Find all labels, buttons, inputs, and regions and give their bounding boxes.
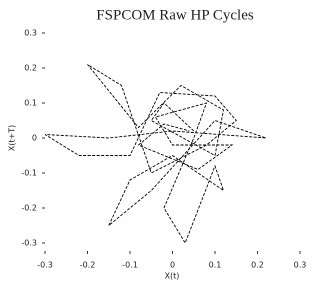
y-tick-label: 0.3: [24, 29, 37, 38]
chart-title: FSPCOM Raw HP Cycles: [96, 7, 254, 23]
series-line: [44, 64, 267, 245]
x-tick-label: 0.2: [251, 261, 264, 270]
y-tick-label: 0: [32, 134, 37, 143]
y-tick-label: 0.2: [24, 64, 37, 73]
x-axis-label: X(t): [165, 272, 180, 281]
y-tick-label: -0.3: [21, 239, 37, 248]
x-tick-label: 0.3: [294, 261, 307, 270]
y-axis-label: X(t+T): [8, 125, 17, 151]
y-tick-label: -0.2: [21, 204, 37, 213]
x-tick-label: 0.1: [209, 261, 222, 270]
y-tick-label: 0.1: [24, 99, 37, 108]
x-tick-label: -0.3: [37, 261, 53, 270]
y-tick-label: -0.1: [21, 169, 37, 178]
x-tick-label: -0.1: [122, 261, 138, 270]
x-tick-label: -0.2: [80, 261, 96, 270]
x-tick-label: 0: [170, 261, 175, 270]
